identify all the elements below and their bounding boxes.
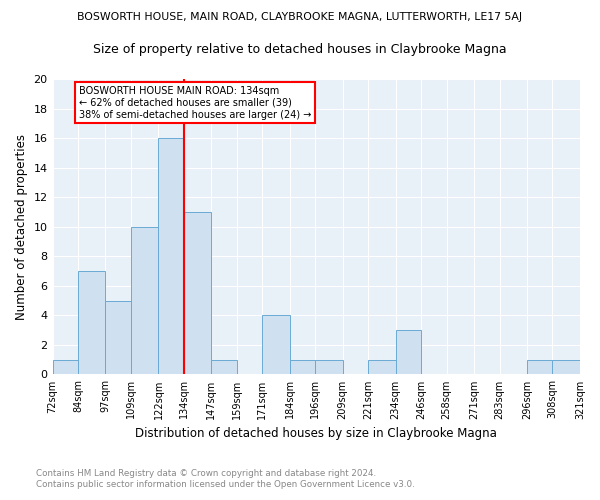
X-axis label: Distribution of detached houses by size in Claybrooke Magna: Distribution of detached houses by size … [136,427,497,440]
Bar [106,300,131,374]
Text: Contains HM Land Registry data © Crown copyright and database right 2024.: Contains HM Land Registry data © Crown c… [36,468,376,477]
Bar [53,360,78,374]
Bar [527,360,553,374]
Text: Size of property relative to detached houses in Claybrooke Magna: Size of property relative to detached ho… [93,42,507,56]
Text: BOSWORTH HOUSE MAIN ROAD: 134sqm
← 62% of detached houses are smaller (39)
38% o: BOSWORTH HOUSE MAIN ROAD: 134sqm ← 62% o… [79,86,311,120]
Bar [368,360,396,374]
Bar [184,212,211,374]
Bar [158,138,184,374]
Bar [211,360,237,374]
Text: BOSWORTH HOUSE, MAIN ROAD, CLAYBROOKE MAGNA, LUTTERWORTH, LE17 5AJ: BOSWORTH HOUSE, MAIN ROAD, CLAYBROOKE MA… [77,12,523,22]
Bar [78,271,106,374]
Bar [131,226,158,374]
Bar [290,360,315,374]
Bar [315,360,343,374]
Text: Contains public sector information licensed under the Open Government Licence v3: Contains public sector information licen… [36,480,415,489]
Y-axis label: Number of detached properties: Number of detached properties [15,134,28,320]
Bar [396,330,421,374]
Bar [262,316,290,374]
Bar [553,360,580,374]
